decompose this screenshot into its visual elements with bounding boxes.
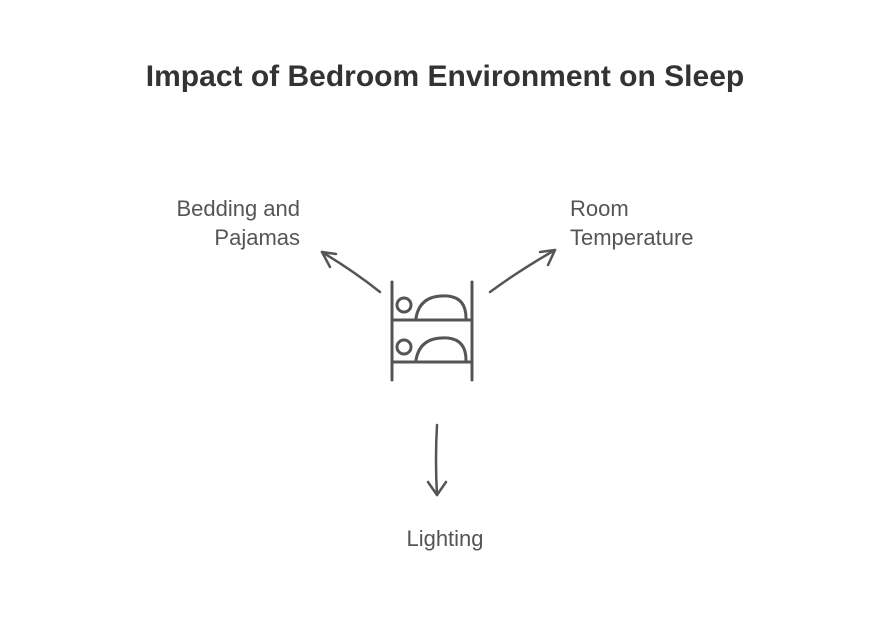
- label-line: Bedding and: [176, 196, 300, 221]
- label-line: Room: [570, 196, 629, 221]
- bunk-bed-icon: [392, 282, 472, 380]
- diagram-title: Impact of Bedroom Environment on Sleep: [146, 60, 744, 94]
- label-lighting: Lighting: [406, 525, 483, 554]
- arrow-to-temperature: [490, 250, 555, 292]
- label-line: Pajamas: [214, 225, 300, 250]
- arrow-to-lighting: [428, 425, 446, 495]
- label-room-temperature: Room Temperature: [570, 195, 770, 252]
- label-bedding-pajamas: Bedding and Pajamas: [100, 195, 300, 252]
- arrow-to-bedding: [322, 252, 380, 292]
- label-line: Temperature: [570, 225, 694, 250]
